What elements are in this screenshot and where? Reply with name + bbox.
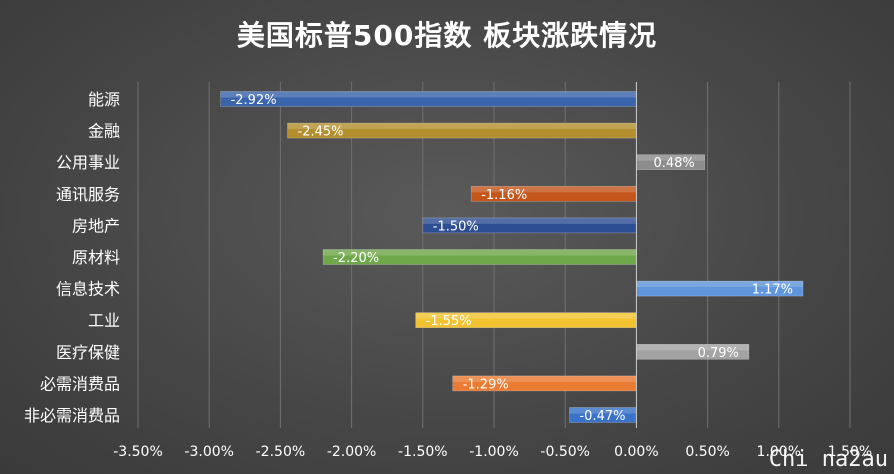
data-label-9: -1.29% [463,377,509,392]
category-label-2: 公用事业 [56,153,120,172]
bar-highlight-1 [287,123,637,130]
data-label-5: -2.20% [333,251,379,266]
data-label-3: -1.16% [481,188,527,203]
bar-highlight-3 [471,186,637,193]
x-tick-label-6: -0.50% [540,444,590,460]
category-label-9: 必需消费品 [40,374,120,393]
x-tick-label-8: 0.50% [685,444,729,460]
category-label-10: 非必需消费品 [24,406,120,425]
category-label-4: 房地产 [72,216,120,235]
bar-highlight-10 [569,407,637,414]
bar-highlight-5 [323,249,637,256]
bar-highlight-7 [415,312,637,319]
chart-title: 美国标普500指数 板块涨跌情况 [236,19,658,52]
bar-highlight-9 [452,375,637,382]
data-label-1: -2.45% [298,125,344,140]
category-label-5: 原材料 [72,248,120,267]
data-label-2: 0.48% [653,156,694,171]
bar-highlight-4 [422,217,637,224]
data-label-4: -1.50% [433,219,479,234]
x-tick-label-4: -1.50% [398,444,448,460]
data-label-8: 0.79% [698,346,739,361]
data-label-6: 1.17% [752,283,793,298]
watermark: Chi na2au [768,447,888,472]
bar-highlight-6 [636,281,804,288]
x-tick-label-9: 1.00% [757,444,801,460]
bar-highlight-8 [636,344,749,351]
data-label-0: -2.92% [231,93,277,108]
category-label-0: 能源 [88,90,120,109]
data-label-10: -0.47% [579,409,625,424]
category-label-7: 工业 [88,311,120,330]
x-tick-label-0: -3.50% [113,444,163,460]
x-tick-label-1: -3.00% [184,444,234,460]
x-tick-label-10: 1.50% [828,444,872,460]
category-label-3: 通讯服务 [56,185,120,204]
x-tick-label-7: 0.00% [614,444,658,460]
bar-highlight-0 [220,91,637,98]
x-tick-label-5: -1.00% [469,444,519,460]
data-label-7: -1.55% [426,314,472,329]
category-label-6: 信息技术 [56,280,120,299]
bar-highlight-2 [636,154,705,161]
x-tick-label-3: -2.00% [327,444,377,460]
x-tick-label-2: -2.50% [256,444,306,460]
category-label-1: 金融 [88,122,120,141]
category-label-8: 医疗保健 [56,343,120,362]
